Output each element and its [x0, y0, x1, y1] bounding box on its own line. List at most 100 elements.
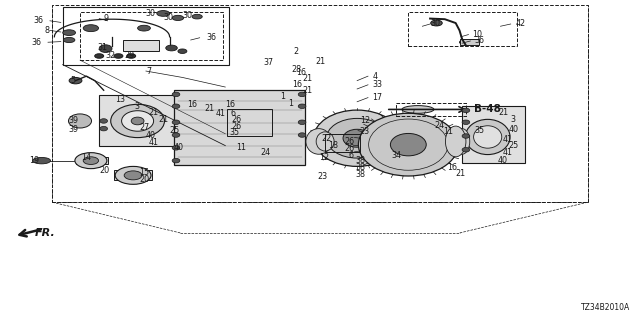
Ellipse shape — [95, 54, 104, 58]
Text: 38: 38 — [355, 163, 365, 172]
Ellipse shape — [465, 119, 510, 155]
Text: 30: 30 — [430, 20, 440, 28]
Ellipse shape — [68, 114, 92, 128]
Ellipse shape — [100, 119, 108, 123]
Text: 21: 21 — [498, 108, 508, 117]
Ellipse shape — [100, 126, 108, 131]
Ellipse shape — [314, 110, 401, 166]
Ellipse shape — [298, 120, 306, 124]
Bar — [76, 157, 108, 164]
Text: 11: 11 — [236, 143, 246, 152]
Text: 37: 37 — [264, 58, 274, 67]
Text: 25: 25 — [509, 141, 519, 150]
Ellipse shape — [462, 108, 470, 113]
Text: 16: 16 — [447, 163, 458, 172]
Ellipse shape — [122, 111, 154, 131]
Ellipse shape — [462, 148, 470, 152]
Bar — [52, 5, 588, 202]
Ellipse shape — [138, 25, 150, 31]
Text: 3: 3 — [134, 102, 140, 111]
Text: 40: 40 — [174, 143, 184, 152]
Ellipse shape — [326, 118, 388, 158]
Ellipse shape — [454, 129, 470, 154]
Ellipse shape — [83, 25, 99, 32]
Text: 30: 30 — [163, 13, 173, 22]
Text: 12: 12 — [319, 153, 330, 162]
Text: 2: 2 — [293, 47, 298, 56]
Text: 21: 21 — [148, 108, 159, 117]
Text: 39: 39 — [68, 116, 78, 125]
Text: 36: 36 — [33, 16, 44, 25]
Text: 31: 31 — [97, 43, 108, 52]
Ellipse shape — [111, 104, 164, 138]
Text: 3: 3 — [511, 116, 516, 124]
Text: 18: 18 — [328, 141, 338, 150]
Text: 27: 27 — [140, 123, 150, 132]
Ellipse shape — [178, 49, 187, 53]
Text: 36: 36 — [475, 36, 485, 45]
Text: 23: 23 — [360, 127, 370, 136]
Ellipse shape — [316, 132, 334, 151]
Bar — [63, 7, 229, 65]
Ellipse shape — [306, 129, 332, 154]
Ellipse shape — [166, 45, 177, 51]
Text: 24: 24 — [260, 148, 270, 157]
Ellipse shape — [172, 146, 180, 150]
Text: 4: 4 — [372, 72, 378, 81]
Ellipse shape — [474, 126, 502, 148]
Ellipse shape — [358, 113, 458, 176]
Text: 26: 26 — [344, 137, 355, 146]
Ellipse shape — [75, 153, 107, 169]
Ellipse shape — [462, 134, 470, 138]
Text: 5: 5 — [70, 76, 76, 85]
Text: 32: 32 — [106, 51, 116, 60]
Text: 6: 6 — [349, 151, 354, 160]
Text: 8: 8 — [45, 26, 50, 35]
Text: 16: 16 — [292, 80, 302, 89]
Text: B-48: B-48 — [474, 104, 500, 115]
Text: 41: 41 — [148, 138, 159, 147]
Text: 41: 41 — [215, 109, 225, 118]
Bar — [408, 12, 517, 46]
Text: 1: 1 — [280, 92, 285, 101]
Ellipse shape — [131, 117, 144, 125]
Ellipse shape — [63, 37, 75, 43]
Text: 11: 11 — [443, 127, 453, 136]
Ellipse shape — [99, 45, 112, 52]
Bar — [325, 134, 360, 152]
Ellipse shape — [145, 43, 156, 48]
Bar — [462, 106, 525, 163]
Text: 10: 10 — [472, 30, 483, 39]
Text: 15: 15 — [140, 168, 150, 177]
Ellipse shape — [172, 133, 180, 137]
Text: 21: 21 — [315, 57, 325, 66]
Ellipse shape — [157, 11, 170, 16]
Text: 26: 26 — [232, 122, 242, 131]
Text: 23: 23 — [317, 172, 328, 181]
Ellipse shape — [124, 171, 142, 180]
Text: 13: 13 — [115, 95, 125, 104]
Bar — [460, 39, 479, 45]
Text: 24: 24 — [434, 121, 444, 130]
Text: 41: 41 — [502, 148, 513, 157]
Ellipse shape — [192, 14, 202, 19]
Ellipse shape — [63, 30, 76, 36]
Text: 26: 26 — [232, 116, 242, 124]
Ellipse shape — [69, 77, 82, 84]
Text: 21: 21 — [159, 115, 169, 124]
Ellipse shape — [172, 120, 180, 124]
Text: 6: 6 — [230, 109, 236, 118]
Text: 21: 21 — [302, 86, 312, 95]
Text: 12: 12 — [360, 116, 370, 125]
Text: 14: 14 — [81, 153, 91, 162]
Text: 22: 22 — [321, 134, 332, 143]
Ellipse shape — [431, 20, 442, 26]
Bar — [123, 40, 159, 51]
Text: 41: 41 — [502, 135, 513, 144]
Ellipse shape — [172, 92, 180, 97]
Bar — [396, 103, 466, 116]
Ellipse shape — [172, 104, 180, 108]
Text: 29: 29 — [125, 51, 135, 60]
Text: 7: 7 — [146, 67, 151, 76]
Text: 42: 42 — [515, 20, 525, 28]
